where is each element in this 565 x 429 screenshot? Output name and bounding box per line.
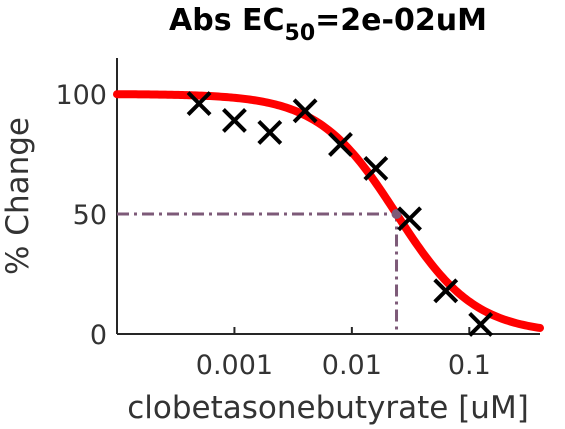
y-tick-label: 100 — [55, 80, 107, 111]
fit-curve — [113, 90, 544, 332]
data-point — [186, 91, 212, 117]
x-tick-label: 0.001 — [196, 350, 273, 381]
data-point — [397, 206, 422, 232]
y-axis-label: % Change — [0, 117, 36, 275]
x-tick-label: 0.1 — [448, 350, 491, 381]
ec50-guide-line — [117, 212, 399, 334]
y-tick-label: 0 — [90, 320, 107, 351]
chart-title: Abs EC50=2e-02uM — [169, 3, 487, 46]
plot-area: 0.001 0.01 0.1 0 50 100 — [55, 58, 544, 381]
x-axis-label: clobetasonebutyrate [uM] — [127, 390, 529, 426]
data-point — [363, 155, 389, 181]
y-tick-label: 50 — [73, 200, 107, 231]
data-point — [257, 119, 283, 145]
ec50-marker — [391, 209, 402, 219]
data-point — [328, 131, 353, 157]
data-point — [222, 107, 247, 133]
data-point — [468, 311, 494, 337]
data-point — [433, 278, 459, 304]
x-tick-label: 0.01 — [322, 350, 382, 381]
data-point — [292, 98, 318, 124]
